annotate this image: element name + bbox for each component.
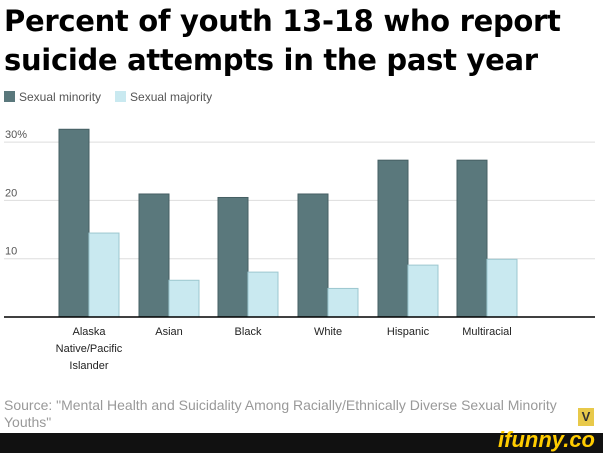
watermark-bar: ifunny.co xyxy=(0,427,603,453)
x-tick-label: Multiracial xyxy=(462,326,512,338)
x-tick-label: Hispanic xyxy=(387,326,430,338)
bar-majority xyxy=(327,287,359,318)
bar-majority xyxy=(407,264,439,318)
badge: V xyxy=(578,408,594,426)
bar-minority xyxy=(138,193,170,318)
bar-majority xyxy=(486,258,518,318)
x-tick-label: Alaska xyxy=(72,326,106,338)
bar-minority xyxy=(377,159,409,318)
title-line-2: suicide attempts in the past year xyxy=(4,43,538,77)
watermark: ifunny.co xyxy=(498,427,595,452)
x-tick-label: Asian xyxy=(155,326,183,338)
legend-label: Sexual minority xyxy=(19,90,102,104)
bar-majority xyxy=(88,232,120,318)
legend-swatch xyxy=(4,91,15,102)
y-tick-label: 20 xyxy=(5,187,17,199)
legend-label: Sexual majority xyxy=(130,90,213,104)
chart-title: Percent of youth 13-18 who report suicid… xyxy=(4,2,561,80)
legend-swatch xyxy=(115,91,127,102)
legend-item-minority: Sexual minority xyxy=(4,90,101,104)
bar-minority xyxy=(297,193,329,318)
bar-minority xyxy=(58,128,90,318)
x-tick-label: Islander xyxy=(69,360,108,372)
source-note: Source: "Mental Health and Suicidality A… xyxy=(4,397,557,430)
x-tick-label: White xyxy=(314,326,342,338)
legend-item-majority: Sexual majority xyxy=(115,90,212,104)
title-line-1: Percent of youth 13-18 who report xyxy=(4,4,561,38)
bar-chart: 10 20 30% Alaska Native/Pacific Islander Asian… xyxy=(4,128,595,372)
bar-minority xyxy=(456,159,488,318)
y-tick-label: 30% xyxy=(5,129,27,141)
bar-majority xyxy=(247,271,279,318)
x-tick-label: Native/Pacific xyxy=(56,343,123,355)
x-tick-label: Black xyxy=(235,326,262,338)
bar-minority xyxy=(217,196,249,318)
bar-majority xyxy=(168,279,200,318)
y-tick-label: 10 xyxy=(5,246,17,258)
legend: Sexual minority Sexual majority xyxy=(4,90,212,104)
